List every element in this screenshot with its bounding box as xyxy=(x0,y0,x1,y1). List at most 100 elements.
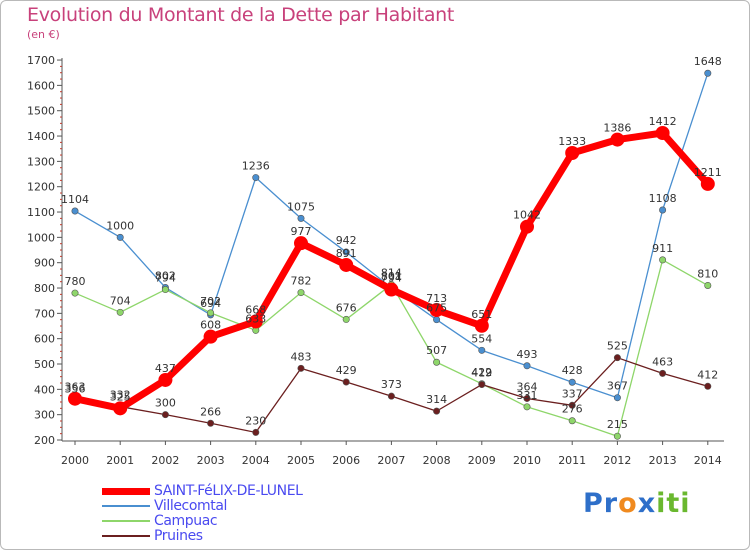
data-label-pruines: 412 xyxy=(697,368,718,381)
legend-item-saint-f-lix-de-lunel: SAINT-FéLIX-DE-LUNEL xyxy=(102,484,303,499)
data-label-saint-f-lix-de-lunel: 437 xyxy=(155,362,176,375)
y-tick-label: 300 xyxy=(34,409,55,422)
x-tick-label: 2011 xyxy=(558,454,586,467)
legend-label: Pruines xyxy=(154,528,203,544)
data-point-saint-f-lix-de-lunel xyxy=(248,314,263,329)
legend: SAINT-FéLIX-DE-LUNEL Villecomtal Campuac Pr… xyxy=(102,484,303,544)
data-label-saint-f-lix-de-lunel: 668 xyxy=(245,303,266,316)
logo-letter: t xyxy=(666,488,681,519)
data-point-villecomtal xyxy=(252,174,260,182)
data-label-pruines: 266 xyxy=(200,405,221,418)
data-point-pruines xyxy=(297,364,305,372)
data-label-campuac: 782 xyxy=(291,275,312,288)
data-point-campuac xyxy=(568,417,576,425)
data-label-pruines: 337 xyxy=(562,387,583,400)
x-tick-label: 2000 xyxy=(61,454,89,467)
data-point-campuac xyxy=(71,289,79,297)
x-tick-label: 2007 xyxy=(377,454,405,467)
data-label-pruines: 483 xyxy=(291,350,312,363)
logo-letter: i xyxy=(680,488,691,519)
legend-item-pruines: Pruines xyxy=(102,529,303,544)
data-point-campuac xyxy=(297,289,305,297)
y-tick-label: 1700 xyxy=(27,54,55,67)
data-label-campuac: 633 xyxy=(245,312,266,325)
data-label-campuac: 215 xyxy=(607,418,628,431)
data-point-pruines xyxy=(433,407,441,415)
data-label-campuac: 814 xyxy=(381,266,402,279)
data-label-saint-f-lix-de-lunel: 1386 xyxy=(603,122,631,135)
x-tick-label: 2013 xyxy=(649,454,677,467)
x-tick-label: 2006 xyxy=(332,454,360,467)
data-point-campuac xyxy=(161,286,169,294)
data-point-saint-f-lix-de-lunel xyxy=(655,126,670,141)
x-tick-label: 2009 xyxy=(468,454,496,467)
data-label-campuac: 810 xyxy=(697,267,718,280)
series-lines xyxy=(68,69,715,440)
data-point-saint-f-lix-de-lunel xyxy=(565,146,580,161)
data-label-campuac: 794 xyxy=(155,272,176,285)
data-point-villecomtal xyxy=(659,206,667,214)
data-label-saint-f-lix-de-lunel: 651 xyxy=(471,308,492,321)
data-labels: 363 325 437 608 668 977 891 794 713 651 1042 1333 13… xyxy=(61,55,722,431)
logo-letter: P xyxy=(583,488,604,519)
data-point-campuac xyxy=(433,358,441,366)
data-point-pruines xyxy=(478,381,486,389)
data-label-pruines: 364 xyxy=(517,380,538,393)
data-point-villecomtal xyxy=(568,378,576,386)
legend-label: SAINT-FéLIX-DE-LUNEL xyxy=(154,483,303,499)
x-tick-label: 2004 xyxy=(242,454,270,467)
data-point-saint-f-lix-de-lunel xyxy=(520,219,534,234)
data-label-campuac: 276 xyxy=(562,403,583,416)
data-label-villecomtal: 802 xyxy=(155,270,176,283)
data-point-pruines xyxy=(161,411,169,419)
y-tick-label: 1500 xyxy=(27,105,55,118)
logo-letter: x xyxy=(637,488,657,519)
data-label-saint-f-lix-de-lunel: 1412 xyxy=(649,115,677,128)
data-point-pruines xyxy=(613,354,621,362)
data-point-pruines xyxy=(568,401,576,409)
y-tick-label: 1400 xyxy=(27,130,55,143)
data-label-saint-f-lix-de-lunel: 1042 xyxy=(513,209,541,222)
data-point-villecomtal xyxy=(478,346,486,354)
data-point-pruines xyxy=(342,378,350,386)
x-tick-label: 2008 xyxy=(423,454,451,467)
data-label-pruines: 300 xyxy=(155,397,176,410)
y-tick-label: 500 xyxy=(34,358,55,371)
data-label-villecomtal: 1104 xyxy=(61,193,89,206)
data-label-saint-f-lix-de-lunel: 794 xyxy=(381,272,402,285)
data-label-villecomtal: 1236 xyxy=(242,160,270,173)
legend-item-villecomtal: Villecomtal xyxy=(102,499,303,514)
data-label-pruines: 230 xyxy=(245,414,266,427)
logo-letter: o xyxy=(618,488,638,519)
data-point-saint-f-lix-de-lunel xyxy=(429,303,444,318)
data-point-campuac xyxy=(116,308,124,316)
data-label-campuac: 780 xyxy=(65,275,86,288)
data-label-saint-f-lix-de-lunel: 891 xyxy=(336,247,357,260)
data-label-pruines: 356 xyxy=(65,382,86,395)
y-tick-label: 400 xyxy=(34,383,55,396)
data-label-campuac: 676 xyxy=(336,301,357,314)
data-label-campuac: 331 xyxy=(517,389,538,402)
data-label-campuac: 702 xyxy=(200,295,221,308)
data-label-pruines: 429 xyxy=(336,364,357,377)
y-tick-label: 600 xyxy=(34,333,55,346)
data-label-villecomtal: 1108 xyxy=(649,192,677,205)
data-label-campuac: 422 xyxy=(471,366,492,379)
data-point-pruines xyxy=(252,428,260,436)
data-point-saint-f-lix-de-lunel xyxy=(203,329,218,344)
data-label-saint-f-lix-de-lunel: 713 xyxy=(426,292,447,305)
data-point-campuac xyxy=(613,432,621,440)
data-point-saint-f-lix-de-lunel xyxy=(294,236,308,251)
data-point-pruines xyxy=(387,392,395,400)
legend-label: Villecomtal xyxy=(154,498,228,514)
data-label-pruines: 419 xyxy=(471,367,492,380)
data-point-villecomtal xyxy=(523,362,531,370)
y-tick-label: 1300 xyxy=(27,155,55,168)
legend-label: Campuac xyxy=(154,513,218,529)
logo-letter: i xyxy=(656,488,667,519)
x-tick-label: 2005 xyxy=(287,454,315,467)
data-label-villecomtal: 493 xyxy=(517,348,538,361)
data-label-campuac: 507 xyxy=(426,344,447,357)
data-label-pruines: 373 xyxy=(381,378,402,391)
